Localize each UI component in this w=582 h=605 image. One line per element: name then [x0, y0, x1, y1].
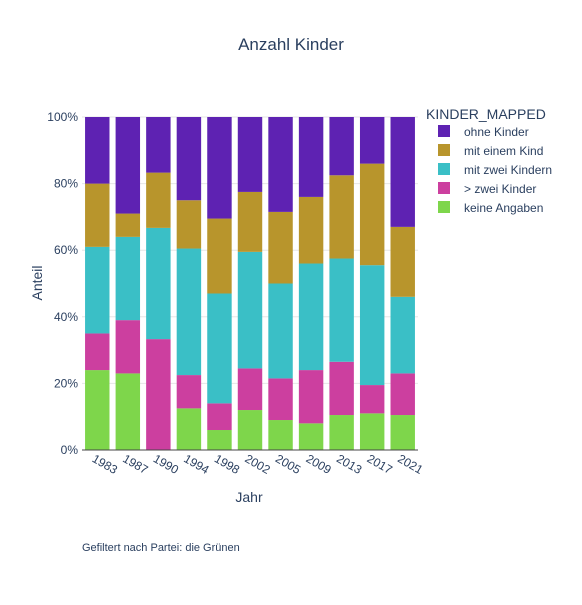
bar-segment[interactable] — [359, 117, 385, 164]
bar-segment[interactable] — [390, 373, 415, 416]
x-tick-label: 1990 — [151, 451, 181, 477]
y-tick-label: 60% — [54, 243, 78, 257]
legend-label[interactable]: > zwei Kinder — [464, 182, 536, 196]
legend-label[interactable]: keine Angaben — [464, 201, 543, 215]
bar-segment[interactable] — [115, 373, 141, 450]
bar-segment[interactable] — [359, 265, 385, 386]
bar-segment[interactable] — [237, 251, 263, 369]
x-axis-title: Jahr — [235, 489, 263, 505]
bar-segment[interactable] — [115, 213, 141, 237]
bar-segment[interactable] — [237, 191, 263, 252]
bar-segment[interactable] — [329, 175, 354, 259]
bar-segment[interactable] — [268, 211, 293, 284]
bar-segment[interactable] — [237, 410, 263, 450]
legend-swatch[interactable] — [438, 144, 450, 156]
bar-segment[interactable] — [85, 183, 110, 247]
bar-segment[interactable] — [207, 218, 232, 294]
chart-title: Anzahl Kinder — [238, 35, 344, 54]
y-tick-label: 40% — [54, 310, 78, 324]
bar-segment[interactable] — [176, 375, 202, 409]
x-tick-label: 2013 — [334, 451, 364, 477]
bar-segment[interactable] — [176, 408, 202, 450]
bar-segment[interactable] — [298, 370, 324, 424]
footnote: Gefiltert nach Partei: die Grünen — [82, 542, 240, 554]
bar-segment[interactable] — [329, 415, 354, 450]
bar-segment[interactable] — [146, 339, 171, 450]
bar-segment[interactable] — [390, 226, 415, 297]
x-tick-label: 2002 — [243, 451, 273, 477]
y-tick-label: 0% — [61, 443, 79, 457]
bar-segment[interactable] — [146, 117, 171, 173]
legend: ohne Kinder mit einem Kind mit zwei Kinder… — [438, 125, 552, 215]
bar-segment[interactable] — [207, 293, 232, 404]
legend-label[interactable]: mit zwei Kindern — [464, 163, 552, 177]
bar-segment[interactable] — [115, 117, 141, 214]
bar-segment[interactable] — [115, 236, 141, 321]
bar-segment[interactable] — [115, 320, 141, 374]
x-tick-label: 2021 — [395, 451, 425, 477]
x-tick-label: 1987 — [120, 451, 150, 477]
legend-swatch[interactable] — [438, 201, 450, 213]
bar-segment[interactable] — [207, 430, 232, 450]
y-tick-label: 20% — [54, 376, 78, 390]
x-tick-label: 1994 — [181, 451, 211, 477]
bar-segment[interactable] — [176, 248, 202, 376]
bar-segment[interactable] — [268, 378, 293, 421]
bar-segment[interactable] — [390, 415, 415, 450]
y-axis-title: Anteil — [29, 265, 45, 300]
x-tick-label: 2005 — [273, 451, 303, 477]
bar-segment[interactable] — [176, 117, 202, 201]
bar-segment[interactable] — [146, 227, 171, 340]
x-tick-label: 2009 — [304, 451, 334, 477]
bar-segment[interactable] — [329, 117, 354, 176]
bar-segment[interactable] — [237, 368, 263, 411]
y-tick-label: 100% — [47, 110, 78, 124]
bar-segment[interactable] — [329, 258, 354, 362]
bar-segment[interactable] — [176, 200, 202, 249]
bar-segment[interactable] — [298, 263, 324, 371]
bar-segment[interactable] — [237, 117, 263, 192]
bar-segment[interactable] — [329, 361, 354, 416]
bars-layer — [85, 117, 415, 450]
legend-swatch[interactable] — [438, 163, 450, 175]
bar-segment[interactable] — [85, 370, 110, 450]
bar-segment[interactable] — [268, 117, 293, 212]
legend-swatch[interactable] — [438, 125, 450, 137]
x-tick-label: 2017 — [365, 451, 395, 477]
bar-segment[interactable] — [146, 172, 171, 228]
x-tick-label: 1998 — [212, 451, 242, 477]
y-tick-label: 80% — [54, 177, 78, 191]
bar-segment[interactable] — [207, 403, 232, 431]
bar-segment[interactable] — [268, 420, 293, 450]
legend-swatch[interactable] — [438, 182, 450, 194]
legend-label[interactable]: mit einem Kind — [464, 144, 543, 158]
bar-segment[interactable] — [207, 117, 232, 219]
bar-segment[interactable] — [85, 117, 110, 184]
bar-segment[interactable] — [298, 117, 324, 197]
bar-segment[interactable] — [359, 163, 385, 266]
bar-segment[interactable] — [298, 423, 324, 450]
bar-segment[interactable] — [268, 283, 293, 379]
bar-segment[interactable] — [390, 296, 415, 374]
bar-segment[interactable] — [298, 196, 324, 264]
legend-title: KINDER_MAPPED — [426, 106, 546, 122]
bar-segment[interactable] — [390, 117, 415, 227]
legend-label[interactable]: ohne Kinder — [464, 125, 529, 139]
bar-segment[interactable] — [85, 333, 110, 371]
bar-segment[interactable] — [359, 385, 385, 414]
x-tick-label: 1983 — [90, 451, 120, 477]
bar-segment[interactable] — [359, 413, 385, 450]
bar-segment[interactable] — [85, 246, 110, 334]
